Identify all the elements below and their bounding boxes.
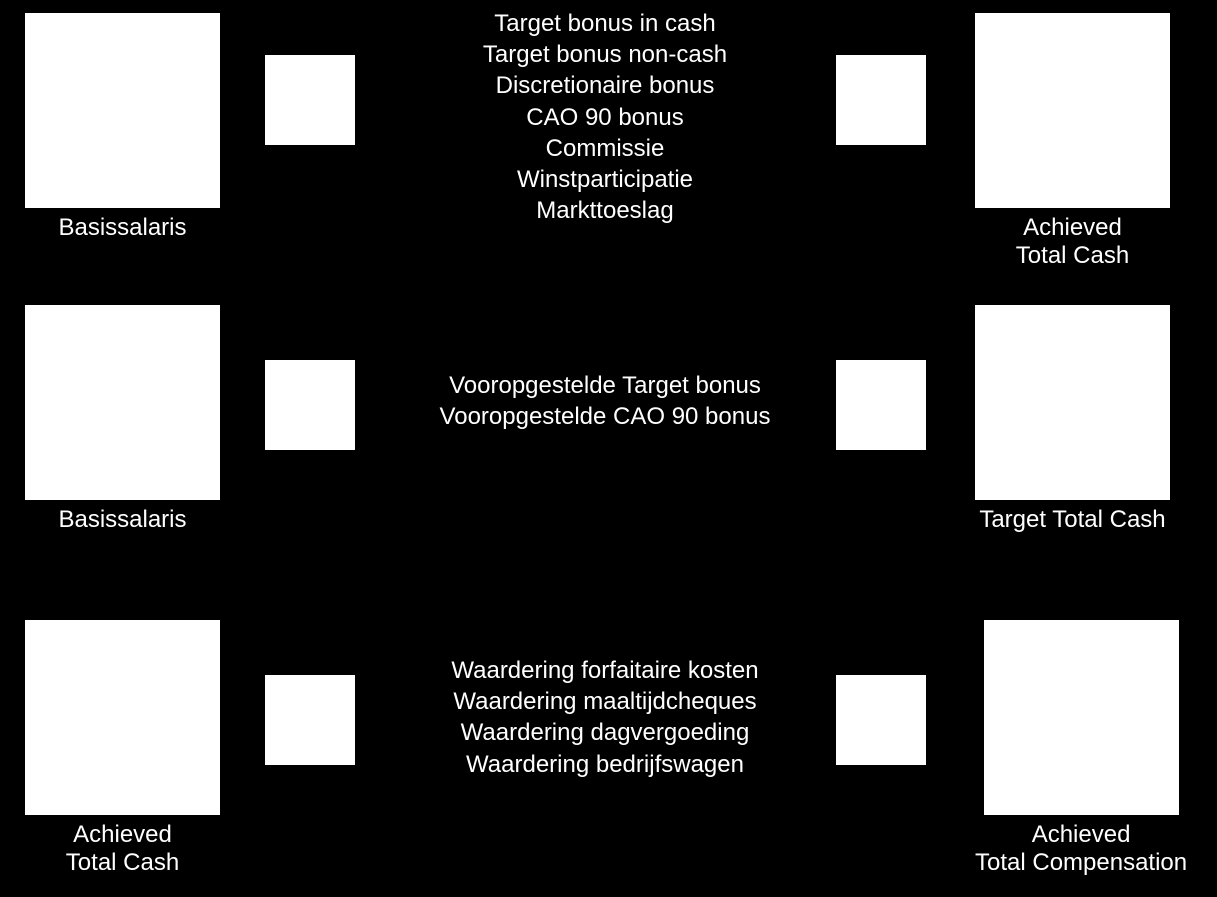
row1-right-label: Achieved Total Cash — [1016, 214, 1129, 269]
row1-plus-box — [265, 55, 355, 145]
row2-right-label: Target Total Cash — [979, 506, 1165, 534]
row1-right-block: Achieved Total Cash — [975, 13, 1170, 269]
row2-right-block: Target Total Cash — [975, 305, 1170, 534]
row3-right-label: Achieved Total Compensation — [975, 821, 1187, 876]
row2-plus-box — [265, 360, 355, 450]
row1-left-block: Basissalaris — [25, 13, 220, 242]
row3-right-box — [984, 620, 1179, 815]
row2-right-box — [975, 305, 1170, 500]
row2-left-label: Basissalaris — [58, 506, 186, 534]
row3-left-block: Achieved Total Cash — [25, 620, 220, 876]
row3-center-list: Waardering forfaitaire kosten Waardering… — [355, 655, 855, 780]
row3-plus-box — [265, 675, 355, 765]
row2-left-box — [25, 305, 220, 500]
row1-right-box — [975, 13, 1170, 208]
row1-equals-box — [836, 55, 926, 145]
row1-left-box — [25, 13, 220, 208]
row3-left-box — [25, 620, 220, 815]
row3-left-label: Achieved Total Cash — [66, 821, 179, 876]
row1-left-label: Basissalaris — [58, 214, 186, 242]
row1-center-list: Target bonus in cash Target bonus non-ca… — [355, 8, 855, 226]
row3-right-block: Achieved Total Compensation — [975, 620, 1187, 876]
row2-center-list: Vooropgestelde Target bonus Vooropgestel… — [350, 370, 860, 432]
row2-left-block: Basissalaris — [25, 305, 220, 534]
row3-equals-box — [836, 675, 926, 765]
row2-equals-box — [836, 360, 926, 450]
